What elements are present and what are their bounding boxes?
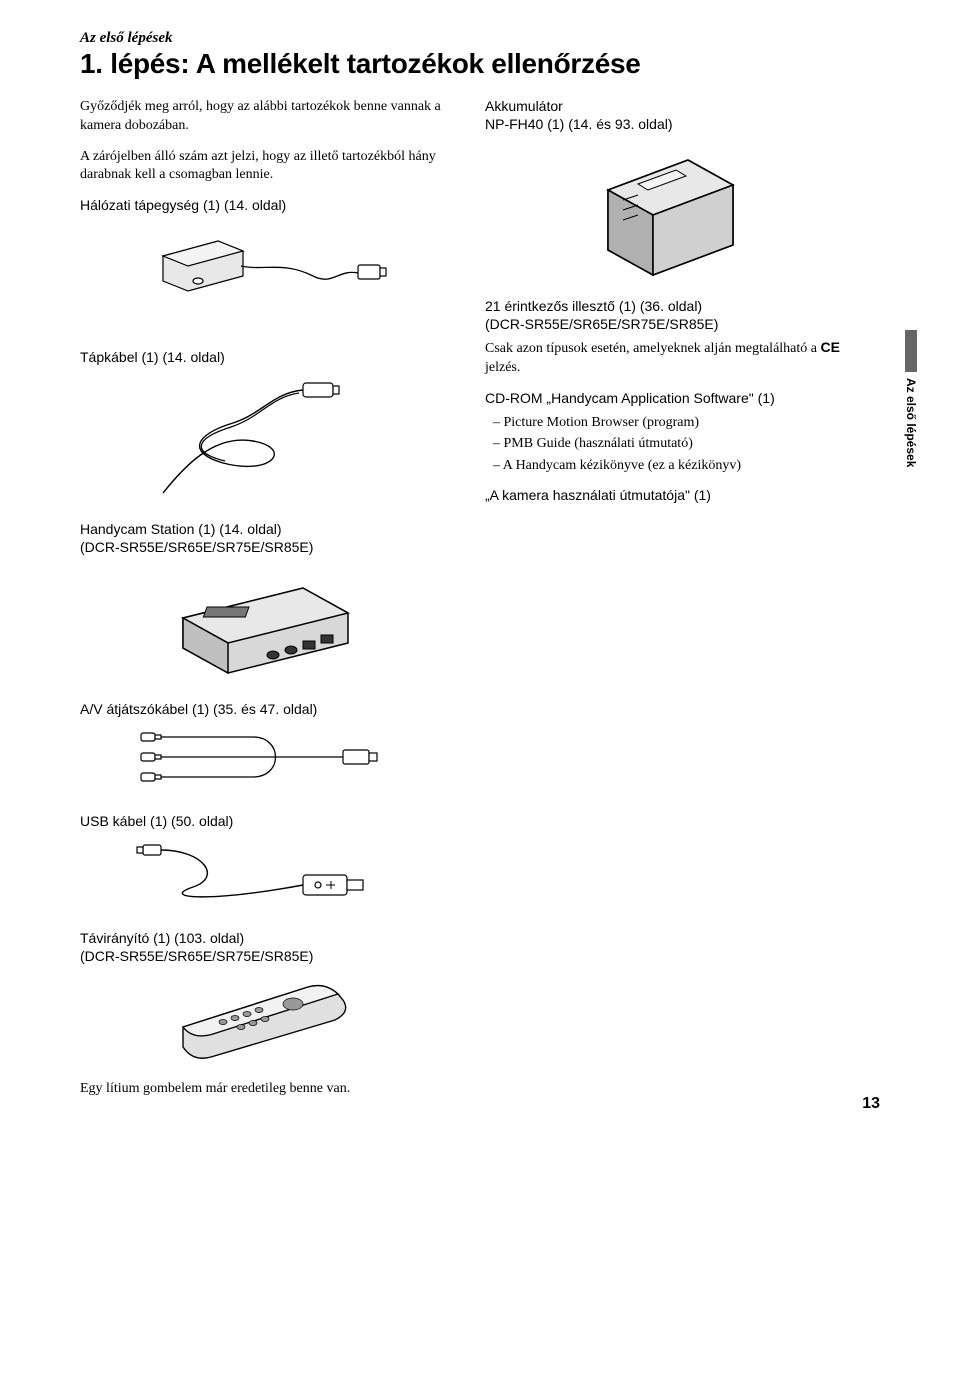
usb-cable-illustration xyxy=(80,837,445,912)
label-remote-1: Távirányító (1) (103. oldal) xyxy=(80,930,445,946)
cdrom-item-2: – PMB Guide (használati útmutató) xyxy=(493,433,850,455)
adapter-note-a: Csak azon típusok esetén, amelyeknek alj… xyxy=(485,341,821,356)
right-column: Akkumulátor NP-FH40 (1) (14. és 93. olda… xyxy=(485,98,880,1111)
label-power-cable: Tápkábel (1) (14. oldal) xyxy=(80,349,445,365)
adapter-note-b: jelzés. xyxy=(485,360,520,375)
label-remote-2: (DCR-SR55E/SR65E/SR75E/SR85E) xyxy=(80,948,445,964)
remote-illustration xyxy=(80,972,445,1062)
cdrom-item-3: – A Handycam kézikönyve (ez a kézikönyv) xyxy=(493,455,850,477)
label-av-cable: A/V átjátszókábel (1) (35. és 47. oldal) xyxy=(80,701,445,717)
section-label: Az első lépések xyxy=(80,30,880,47)
adapter-note: Csak azon típusok esetén, amelyeknek alj… xyxy=(485,338,850,378)
label-usb-cable: USB kábel (1) (50. oldal) xyxy=(80,813,445,829)
cdrom-list: – Picture Motion Browser (program) – PMB… xyxy=(493,412,850,477)
label-adapter-2: (DCR-SR55E/SR65E/SR75E/SR85E) xyxy=(485,316,850,332)
side-tab: Az első lépések xyxy=(904,330,918,467)
cdrom-item-1: – Picture Motion Browser (program) xyxy=(493,412,850,434)
left-column: Győződjék meg arról, hogy az alábbi tart… xyxy=(80,98,445,1111)
handycam-station-illustration xyxy=(80,563,445,683)
content-columns: Győződjék meg arról, hogy az alábbi tart… xyxy=(80,98,880,1111)
intro-paragraph-2: A zárójelben álló szám azt jelzi, hogy a… xyxy=(80,148,445,186)
power-cable-illustration xyxy=(80,373,445,503)
av-cable-illustration xyxy=(80,725,445,795)
side-tab-bar xyxy=(905,330,917,372)
psu-illustration xyxy=(80,221,445,331)
page-number: 13 xyxy=(862,1095,880,1113)
footnote: Egy lítium gombelem már eredetileg benne… xyxy=(80,1080,445,1099)
label-cdrom: CD-ROM „Handycam Application Software" (… xyxy=(485,390,850,406)
battery-illustration xyxy=(485,140,850,280)
label-psu: Hálózati tápegység (1) (14. oldal) xyxy=(80,197,445,213)
label-battery-1: Akkumulátor xyxy=(485,98,850,114)
label-handycam-station-1: Handycam Station (1) (14. oldal) xyxy=(80,521,445,537)
ce-mark-icon: CE xyxy=(821,339,840,355)
label-manual: „A kamera használati útmutatója" (1) xyxy=(485,487,850,503)
label-handycam-station-2: (DCR-SR55E/SR65E/SR75E/SR85E) xyxy=(80,539,445,555)
intro-paragraph-1: Győződjék meg arról, hogy az alábbi tart… xyxy=(80,98,445,136)
label-battery-2: NP-FH40 (1) (14. és 93. oldal) xyxy=(485,116,850,132)
page-title: 1. lépés: A mellékelt tartozékok ellenőr… xyxy=(80,49,880,80)
side-tab-label: Az első lépések xyxy=(904,378,918,467)
label-adapter-1: 21 érintkezős illesztő (1) (36. oldal) xyxy=(485,298,850,314)
